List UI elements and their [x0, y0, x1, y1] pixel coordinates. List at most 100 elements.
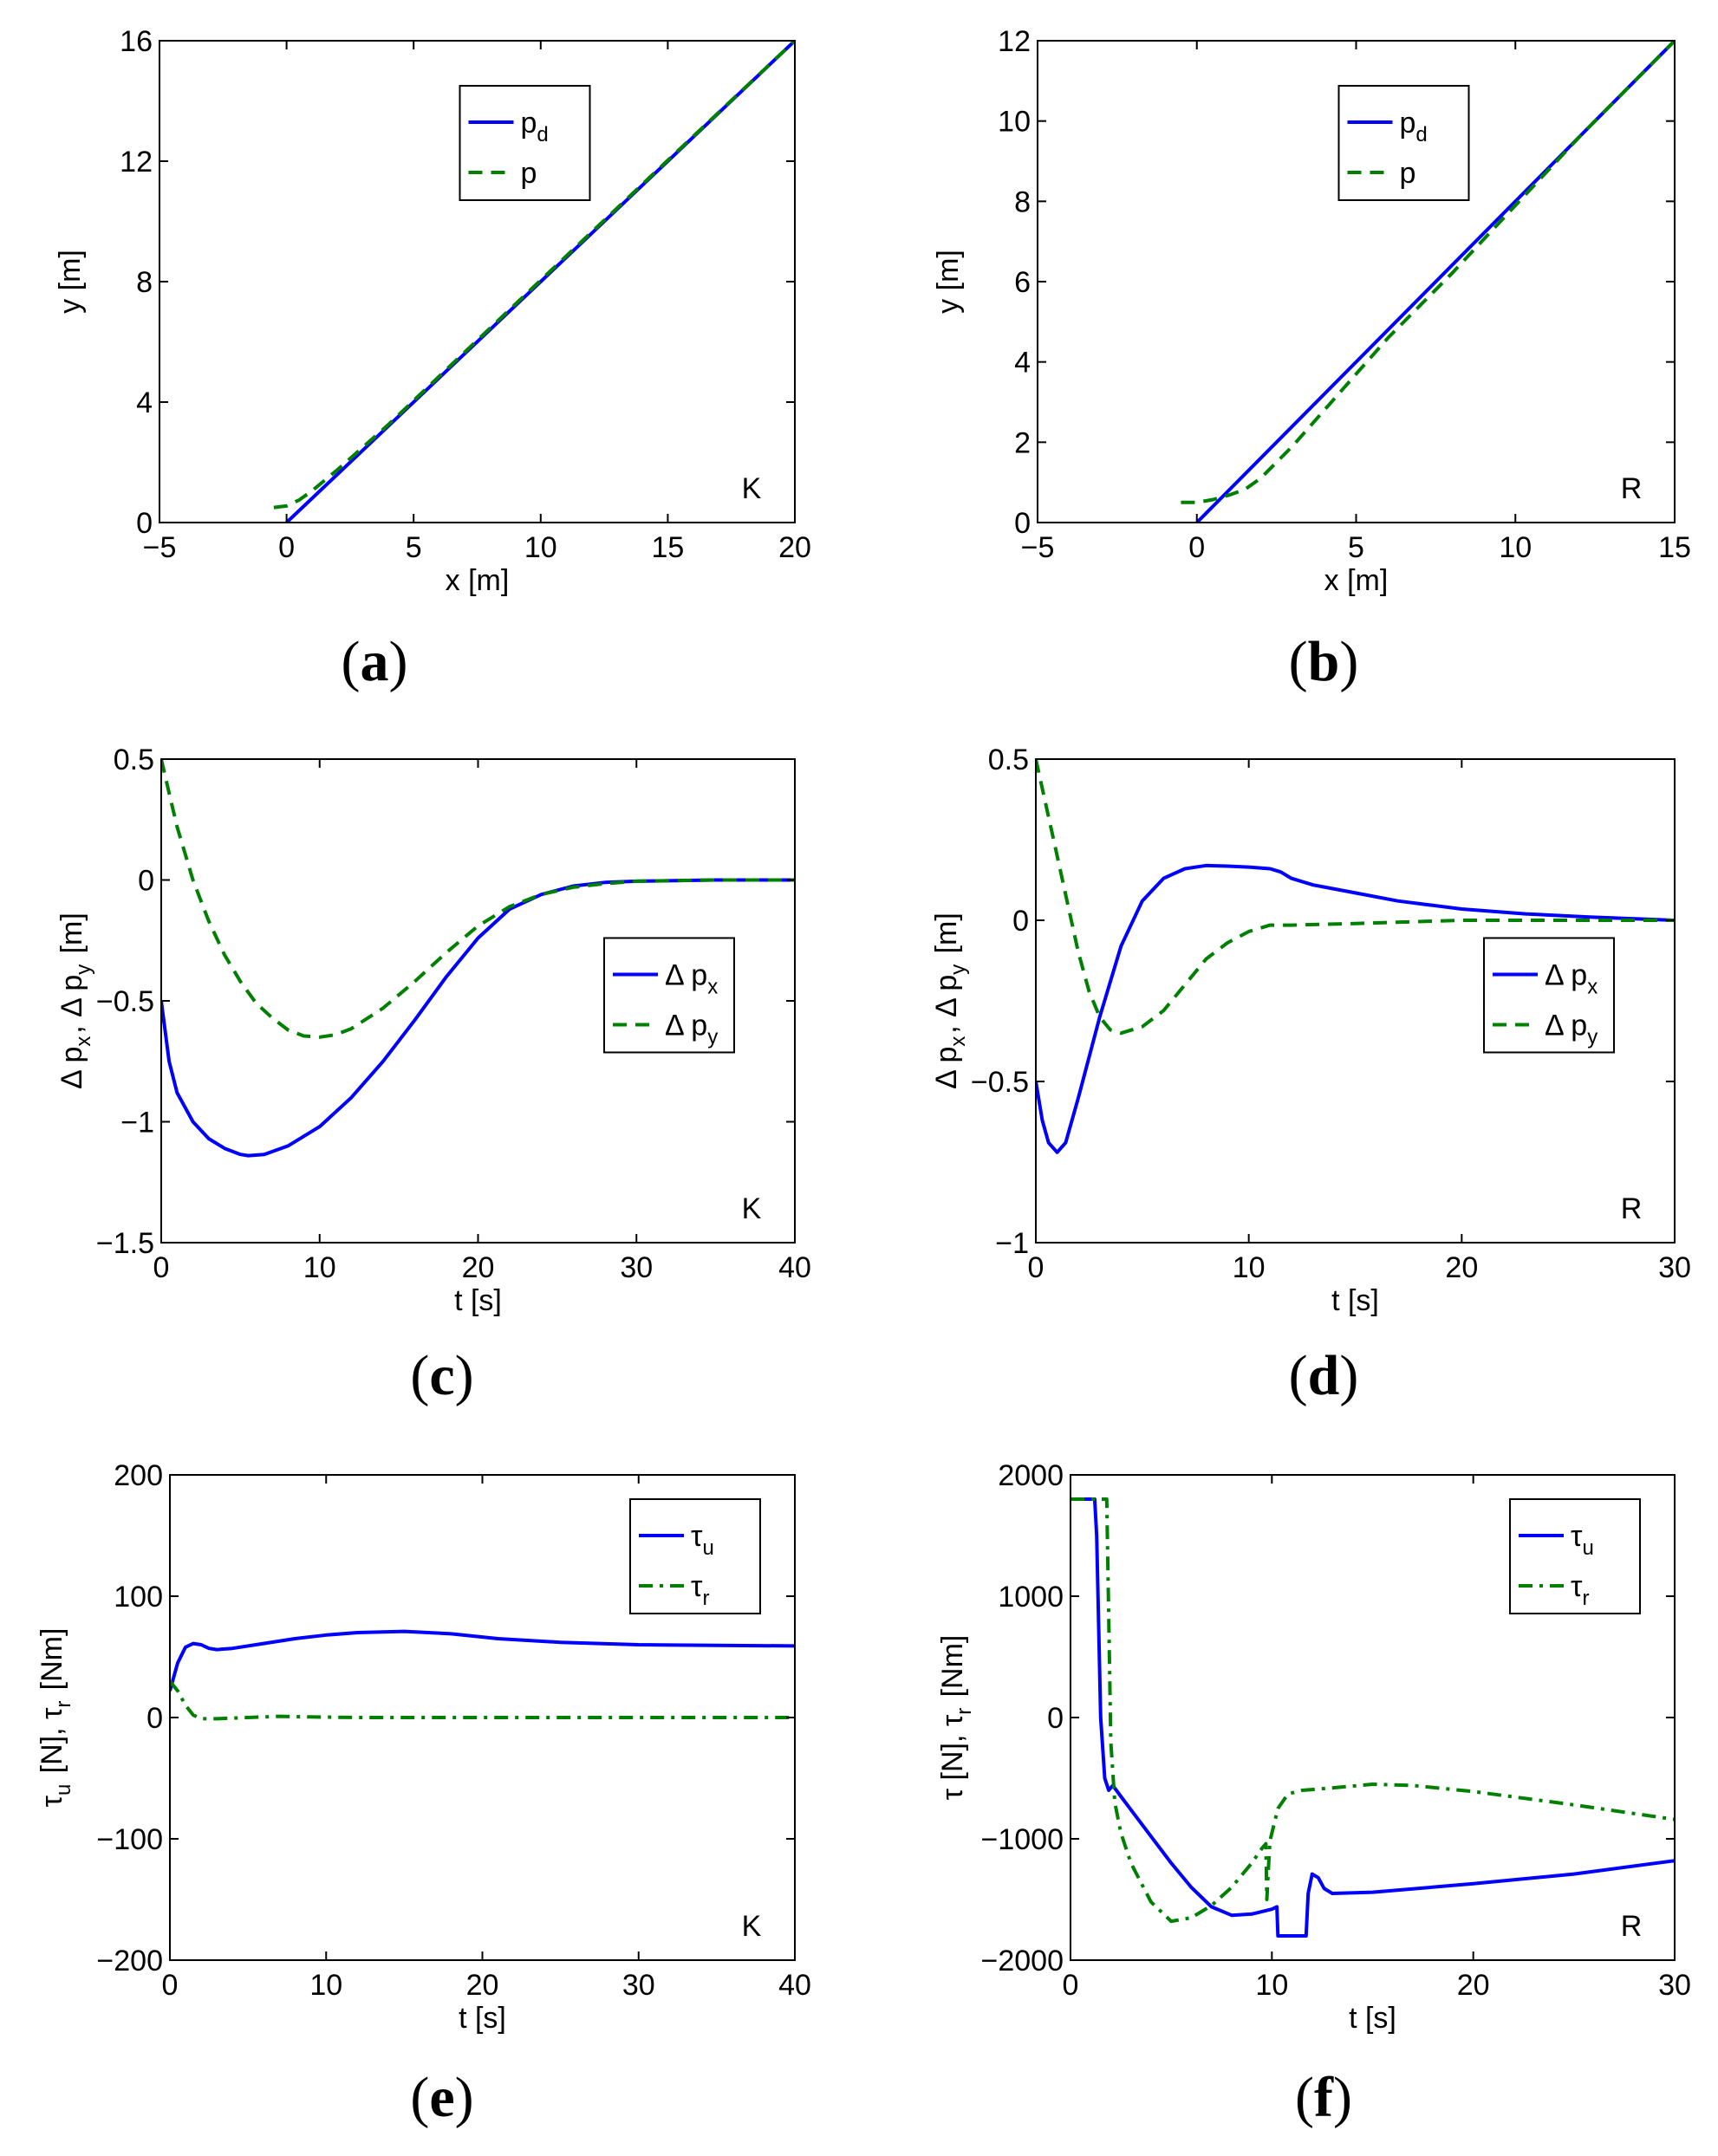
legend: pd p — [1337, 85, 1470, 201]
y-tick-label: −0.5 — [96, 985, 154, 1018]
x-tick-label: 30 — [1658, 1251, 1691, 1284]
y-tick-label: 16 — [120, 25, 153, 58]
x-tick-label: 0 — [153, 1251, 170, 1284]
x-tick-label: 10 — [309, 1969, 342, 2002]
corner-label: K — [742, 1910, 762, 1943]
x-tick-label: 10 — [1499, 531, 1532, 564]
y-tick-label: −200 — [96, 1945, 163, 1977]
x-tick-label: 40 — [778, 1969, 811, 2002]
y-axis-label: Δ px , Δ py [m] — [55, 912, 95, 1089]
x-tick-label: 10 — [524, 531, 557, 564]
legend-box — [1483, 937, 1615, 1054]
y-tick-label: 100 — [114, 1581, 163, 1614]
x-tick-label: 15 — [651, 531, 684, 564]
axes-frame — [1035, 758, 1676, 1244]
legend-box — [1337, 85, 1470, 201]
corner-label: K — [742, 1192, 762, 1225]
x-tick-label: 10 — [1233, 1251, 1266, 1284]
x-tick-label: 0 — [1028, 1251, 1044, 1284]
legend-box — [629, 1498, 761, 1614]
legend-box — [459, 85, 591, 201]
series-line-e-u — [170, 1629, 795, 1692]
y-tick-label: 1000 — [998, 1581, 1064, 1614]
legend: Δ px Δ py — [1483, 937, 1615, 1054]
y-tick-label: 6 — [1014, 266, 1031, 299]
x-tick-label: 20 — [1445, 1251, 1478, 1284]
x-tick-label: −5 — [143, 531, 177, 564]
x-axis-label: t [s] — [454, 1284, 502, 1317]
x-tick-label: 30 — [622, 1969, 655, 2002]
legend-entry: τu — [1571, 1520, 1594, 1560]
corner-label: R — [1621, 1910, 1643, 1943]
panel-caption: (a) — [342, 630, 408, 693]
legend: τu τr — [1509, 1498, 1641, 1614]
x-tick-label: 20 — [466, 1969, 499, 2002]
y-tick-label: 4 — [136, 386, 153, 419]
y-axis-label: y [m] — [932, 250, 965, 314]
x-axis-label: t [s] — [459, 2002, 506, 2035]
panel-caption: (c) — [410, 1344, 473, 1407]
x-tick-label: 0 — [278, 531, 295, 564]
x-tick-label: 0 — [162, 1969, 179, 2002]
y-tick-label: 2 — [1014, 426, 1031, 459]
x-tick-label: 20 — [462, 1251, 495, 1284]
y-tick-label: 8 — [136, 266, 153, 299]
y-tick-label: 200 — [114, 1459, 163, 1492]
x-axis-label: x [m] — [446, 564, 510, 597]
x-tick-label: 0 — [1063, 1969, 1079, 2002]
y-tick-label: 12 — [120, 146, 153, 179]
y-tick-label: 0 — [146, 1702, 163, 1735]
series-line-a-p — [273, 41, 795, 510]
y-tick-label: 12 — [998, 25, 1031, 58]
legend-box — [1509, 1498, 1641, 1614]
y-tick-label: 0.5 — [114, 744, 154, 776]
y-tick-label: 2000 — [998, 1459, 1064, 1492]
series-line-e-r — [170, 1679, 795, 1721]
legend-entry: Δ py — [1545, 1009, 1598, 1049]
legend-entry: p — [1400, 157, 1416, 190]
panel-caption: (e) — [410, 2066, 473, 2129]
x-tick-label: 0 — [1188, 531, 1205, 564]
legend-entry: pd — [1400, 107, 1428, 146]
y-tick-label: 0 — [1012, 905, 1029, 938]
corner-label: K — [742, 472, 762, 505]
y-axis-label: τ [N], τr [Nm] — [936, 1635, 976, 1801]
x-tick-label: 5 — [406, 531, 422, 564]
y-tick-label: −1 — [995, 1227, 1029, 1260]
x-axis-label: t [s] — [1349, 2002, 1396, 2035]
y-tick-label: 8 — [1014, 185, 1031, 218]
y-tick-label: 0 — [136, 507, 153, 540]
legend-entry: Δ py — [665, 1009, 718, 1049]
x-axis-label: t [s] — [1331, 1284, 1379, 1317]
legend-box — [603, 937, 735, 1054]
legend: τu τr — [629, 1498, 761, 1614]
x-axis-label: x [m] — [1324, 564, 1389, 597]
series-line-d-y — [1036, 759, 1675, 1036]
legend-entry: Δ px — [665, 958, 718, 998]
legend: Δ px Δ py — [603, 937, 735, 1054]
chart-panel-c: 0 10 20 30 40 −1.5 −1 −0.5 0 0.5 t [s] Δ px , Δ py … — [55, 744, 811, 1407]
y-axis-label: y [m] — [54, 250, 87, 314]
series-line-d-x — [1036, 863, 1675, 1154]
y-tick-label: 0 — [138, 865, 154, 898]
y-tick-label: −1 — [120, 1107, 154, 1140]
y-tick-label: 10 — [998, 106, 1031, 139]
x-tick-label: 20 — [778, 531, 811, 564]
legend-entry: p — [521, 157, 537, 190]
x-tick-label: 15 — [1658, 531, 1691, 564]
y-axis-label: Δ px , Δ py [m] — [930, 912, 970, 1089]
x-tick-label: 10 — [303, 1251, 336, 1284]
x-tick-label: 30 — [1658, 1969, 1691, 2002]
y-tick-label: −1000 — [981, 1823, 1064, 1856]
x-tick-label: 10 — [1255, 1969, 1288, 2002]
legend-entry: τu — [691, 1520, 714, 1560]
chart-panel-d: 0 10 20 30 −1 −0.5 0 0.5 t [s] Δ px , Δ py [m] R Δ … — [930, 744, 1691, 1407]
y-tick-label: −100 — [96, 1823, 163, 1856]
panel-caption: (f) — [1295, 2066, 1352, 2129]
y-tick-label: −0.5 — [971, 1066, 1029, 1099]
y-tick-label: 0.5 — [988, 744, 1029, 776]
legend-entry: pd — [521, 107, 549, 146]
